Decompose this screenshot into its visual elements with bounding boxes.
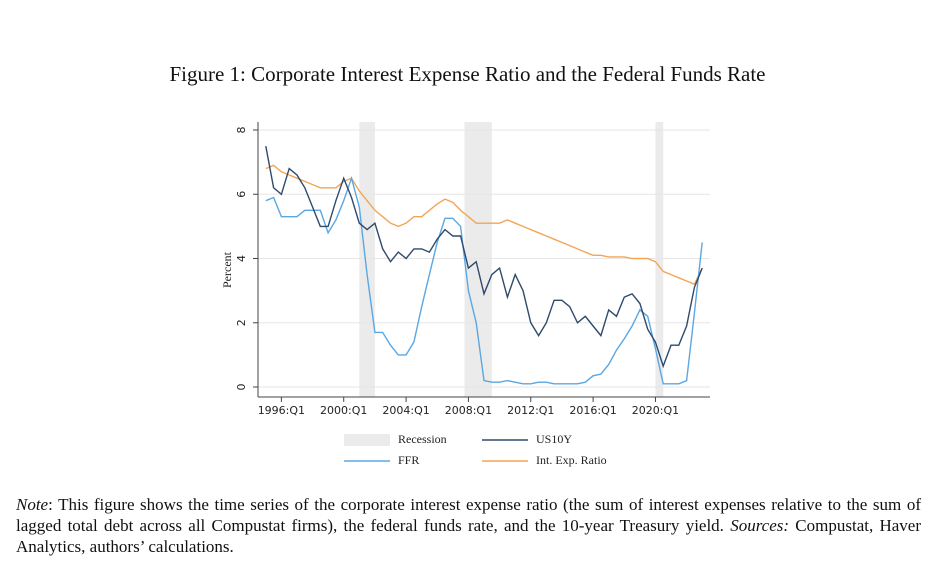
legend-label: FFR xyxy=(398,453,419,467)
y-tick-label: 6 xyxy=(235,191,248,198)
recession-band xyxy=(655,122,664,397)
series-line xyxy=(265,175,703,385)
x-tick-label: 2012:Q1 xyxy=(507,404,554,417)
y-axis-label: Percent xyxy=(220,251,234,288)
x-tick-label: 1996:Q1 xyxy=(258,404,305,417)
legend-label: Int. Exp. Ratio xyxy=(536,453,607,467)
x-tick-label: 2000:Q1 xyxy=(320,404,367,417)
recession-band xyxy=(359,122,375,397)
note-segment: Sources: xyxy=(730,516,790,535)
x-tick-label: 2008:Q1 xyxy=(445,404,492,417)
x-tick-label: 2020:Q1 xyxy=(632,404,679,417)
legend-swatch xyxy=(344,434,390,446)
note-segment: : This figure shows the time series of t… xyxy=(16,495,921,535)
legend-label: Recession xyxy=(398,432,447,446)
series-line xyxy=(265,164,703,286)
note-segment: Compustat, Haver Analytics, authors’ cal… xyxy=(16,516,921,556)
legend-label: US10Y xyxy=(536,432,572,446)
y-tick-label: 8 xyxy=(235,127,248,134)
y-tick-label: 2 xyxy=(235,319,248,326)
x-tick-label: 2016:Q1 xyxy=(569,404,616,417)
recession-band xyxy=(464,122,492,397)
y-tick-label: 0 xyxy=(235,384,248,391)
x-tick-label: 2004:Q1 xyxy=(382,404,429,417)
figure-title: Figure 1: Corporate Interest Expense Rat… xyxy=(169,62,766,86)
note-segment: Note xyxy=(16,495,49,514)
note: Note: This figure shows the time series … xyxy=(16,494,921,557)
series-line xyxy=(265,145,703,369)
y-tick-label: 4 xyxy=(235,255,248,262)
